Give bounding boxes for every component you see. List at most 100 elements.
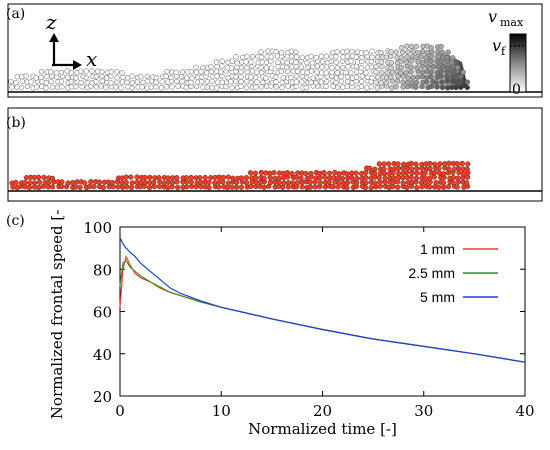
grain xyxy=(450,55,456,61)
grain xyxy=(188,69,195,75)
grain xyxy=(331,175,337,181)
grain xyxy=(138,74,144,80)
grain xyxy=(404,54,410,60)
grain xyxy=(267,179,274,186)
grain xyxy=(329,65,335,71)
grain xyxy=(344,53,350,60)
grain xyxy=(460,171,467,177)
grain xyxy=(208,68,215,75)
grain xyxy=(159,79,165,85)
grain xyxy=(428,45,434,51)
grain xyxy=(293,174,299,181)
grain xyxy=(233,68,239,75)
grain xyxy=(36,184,42,191)
grain xyxy=(334,65,341,71)
grain xyxy=(249,53,256,60)
grain xyxy=(408,58,414,64)
grain xyxy=(438,68,444,74)
grain xyxy=(233,78,239,85)
grain xyxy=(223,83,229,90)
grain xyxy=(393,84,399,90)
grain xyxy=(244,53,250,60)
grain xyxy=(253,179,259,185)
grain xyxy=(388,65,394,71)
grain xyxy=(439,84,446,91)
grain xyxy=(276,175,282,182)
grain xyxy=(293,59,299,65)
axis-z-label: z xyxy=(45,10,57,34)
grain xyxy=(254,79,260,85)
grain xyxy=(435,54,441,60)
grain xyxy=(384,70,390,76)
grain xyxy=(313,80,319,86)
grain xyxy=(431,174,437,180)
grain xyxy=(378,49,384,56)
grain xyxy=(248,59,254,65)
grain xyxy=(263,65,270,71)
grain xyxy=(330,49,336,56)
grain xyxy=(426,184,433,190)
grain xyxy=(413,175,420,181)
grain xyxy=(390,175,397,181)
grain xyxy=(198,179,204,186)
grain xyxy=(233,184,240,190)
grain xyxy=(408,160,414,167)
grain xyxy=(49,84,56,90)
grain xyxy=(339,175,346,182)
grain xyxy=(59,84,65,90)
grain xyxy=(456,165,462,171)
colorbar-max-label: v xyxy=(488,7,497,26)
grain xyxy=(278,68,284,75)
grain xyxy=(43,80,49,86)
grain xyxy=(206,184,212,191)
grain xyxy=(248,74,254,80)
grain xyxy=(381,170,388,177)
grain xyxy=(393,49,400,55)
grain xyxy=(394,78,401,84)
grain xyxy=(424,79,430,85)
grain xyxy=(174,78,180,85)
grain xyxy=(413,84,419,91)
panel-a-frame xyxy=(7,3,543,98)
grain xyxy=(458,78,464,85)
grain xyxy=(79,84,85,90)
grain xyxy=(464,84,470,91)
grain xyxy=(439,49,445,55)
grain xyxy=(454,184,460,190)
grain xyxy=(413,79,420,86)
grain xyxy=(279,79,285,86)
grain xyxy=(437,161,443,167)
grain xyxy=(369,64,375,70)
grain xyxy=(373,69,379,75)
panel-b-label: (b) xyxy=(6,115,26,131)
grain xyxy=(420,48,426,55)
grain xyxy=(229,58,235,64)
y-axis-label: Normalized frontal speed [-] xyxy=(48,210,66,419)
grain xyxy=(294,68,301,75)
grain xyxy=(295,180,301,186)
grain xyxy=(344,74,351,80)
grain xyxy=(444,78,451,84)
grain xyxy=(265,48,271,54)
plot-frame xyxy=(119,226,526,397)
grain xyxy=(372,166,378,172)
grain xyxy=(108,80,114,86)
grain xyxy=(118,85,124,91)
grain xyxy=(399,175,406,181)
grain xyxy=(83,68,89,74)
grain xyxy=(310,75,316,81)
grain xyxy=(103,75,110,81)
grain xyxy=(436,165,442,172)
grain xyxy=(219,63,225,69)
grain xyxy=(427,160,433,167)
grain xyxy=(404,43,410,49)
grain xyxy=(409,166,415,172)
grain xyxy=(377,183,383,190)
grain xyxy=(338,78,345,84)
grain xyxy=(13,80,19,86)
grain xyxy=(444,65,451,71)
grain xyxy=(390,69,396,75)
grain xyxy=(299,79,305,85)
grain xyxy=(383,80,390,86)
grain xyxy=(68,79,74,85)
